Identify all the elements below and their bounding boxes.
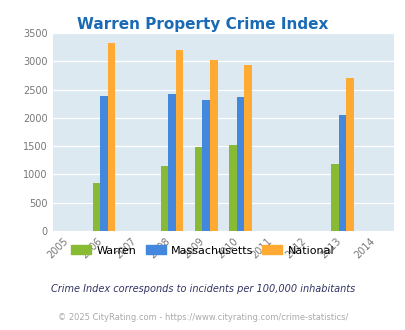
Text: Warren Property Crime Index: Warren Property Crime Index [77, 17, 328, 32]
Bar [168, 93, 175, 231]
Bar [100, 96, 107, 231]
Bar [107, 43, 115, 231]
Bar [175, 50, 183, 231]
Bar [92, 183, 100, 231]
Bar [243, 65, 251, 231]
Bar [160, 166, 168, 231]
Bar [345, 78, 353, 231]
Text: Crime Index corresponds to incidents per 100,000 inhabitants: Crime Index corresponds to incidents per… [51, 284, 354, 294]
Bar [228, 145, 236, 231]
Bar [194, 147, 202, 231]
Text: © 2025 CityRating.com - https://www.cityrating.com/crime-statistics/: © 2025 CityRating.com - https://www.city… [58, 313, 347, 322]
Bar [236, 97, 243, 231]
Bar [338, 115, 345, 231]
Bar [330, 164, 338, 231]
Bar [209, 60, 217, 231]
Bar [202, 100, 209, 231]
Legend: Warren, Massachusetts, National: Warren, Massachusetts, National [67, 241, 338, 260]
